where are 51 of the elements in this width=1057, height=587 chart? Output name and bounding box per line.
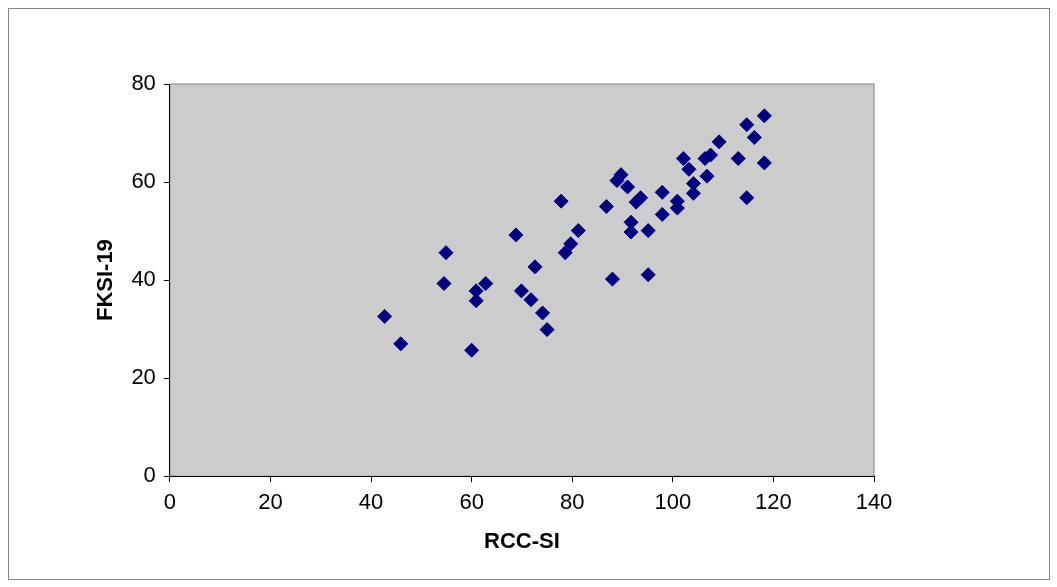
point bbox=[598, 199, 614, 215]
x-tick-label: 20 bbox=[258, 489, 283, 515]
point bbox=[730, 151, 746, 167]
x-tick-label: 100 bbox=[654, 489, 692, 515]
x-tick-label: 0 bbox=[163, 489, 176, 515]
point bbox=[681, 161, 697, 177]
y-tick-label: 60 bbox=[131, 168, 156, 194]
point bbox=[527, 259, 543, 275]
point bbox=[739, 190, 755, 206]
point bbox=[654, 184, 670, 200]
y-tick-label: 0 bbox=[143, 462, 156, 488]
point bbox=[563, 236, 579, 252]
point bbox=[377, 308, 393, 324]
point bbox=[478, 276, 494, 292]
point bbox=[703, 147, 719, 163]
point bbox=[746, 129, 762, 145]
point bbox=[523, 292, 539, 308]
point bbox=[557, 245, 573, 261]
x-tick-label: 120 bbox=[755, 489, 792, 515]
y-tick-label: 20 bbox=[131, 364, 156, 390]
x-tick-label: 80 bbox=[559, 489, 585, 515]
point bbox=[739, 117, 755, 133]
point bbox=[393, 336, 409, 352]
point bbox=[464, 342, 480, 358]
point bbox=[468, 293, 484, 309]
point bbox=[711, 134, 727, 150]
point bbox=[654, 206, 670, 222]
point bbox=[675, 151, 691, 167]
point bbox=[553, 193, 569, 209]
point bbox=[604, 271, 620, 287]
point bbox=[620, 179, 636, 195]
y-axis-title: FKSI-19 bbox=[92, 239, 118, 322]
point bbox=[633, 190, 649, 206]
point bbox=[640, 267, 656, 283]
x-tick-label: 140 bbox=[855, 489, 893, 515]
x-axis-title: RCC-SI bbox=[484, 527, 560, 553]
x-tick-label: 60 bbox=[459, 489, 484, 515]
point bbox=[570, 223, 586, 239]
point bbox=[539, 322, 555, 338]
y-tick-label: 40 bbox=[131, 266, 156, 292]
point bbox=[640, 223, 656, 239]
point bbox=[436, 276, 452, 292]
point bbox=[438, 245, 454, 261]
point bbox=[756, 108, 772, 124]
point bbox=[513, 283, 529, 299]
point bbox=[535, 305, 551, 321]
point bbox=[508, 227, 524, 243]
y-tick-label: 80 bbox=[131, 70, 156, 96]
point bbox=[756, 155, 772, 171]
point bbox=[699, 168, 715, 184]
x-tick-label: 40 bbox=[358, 489, 384, 515]
